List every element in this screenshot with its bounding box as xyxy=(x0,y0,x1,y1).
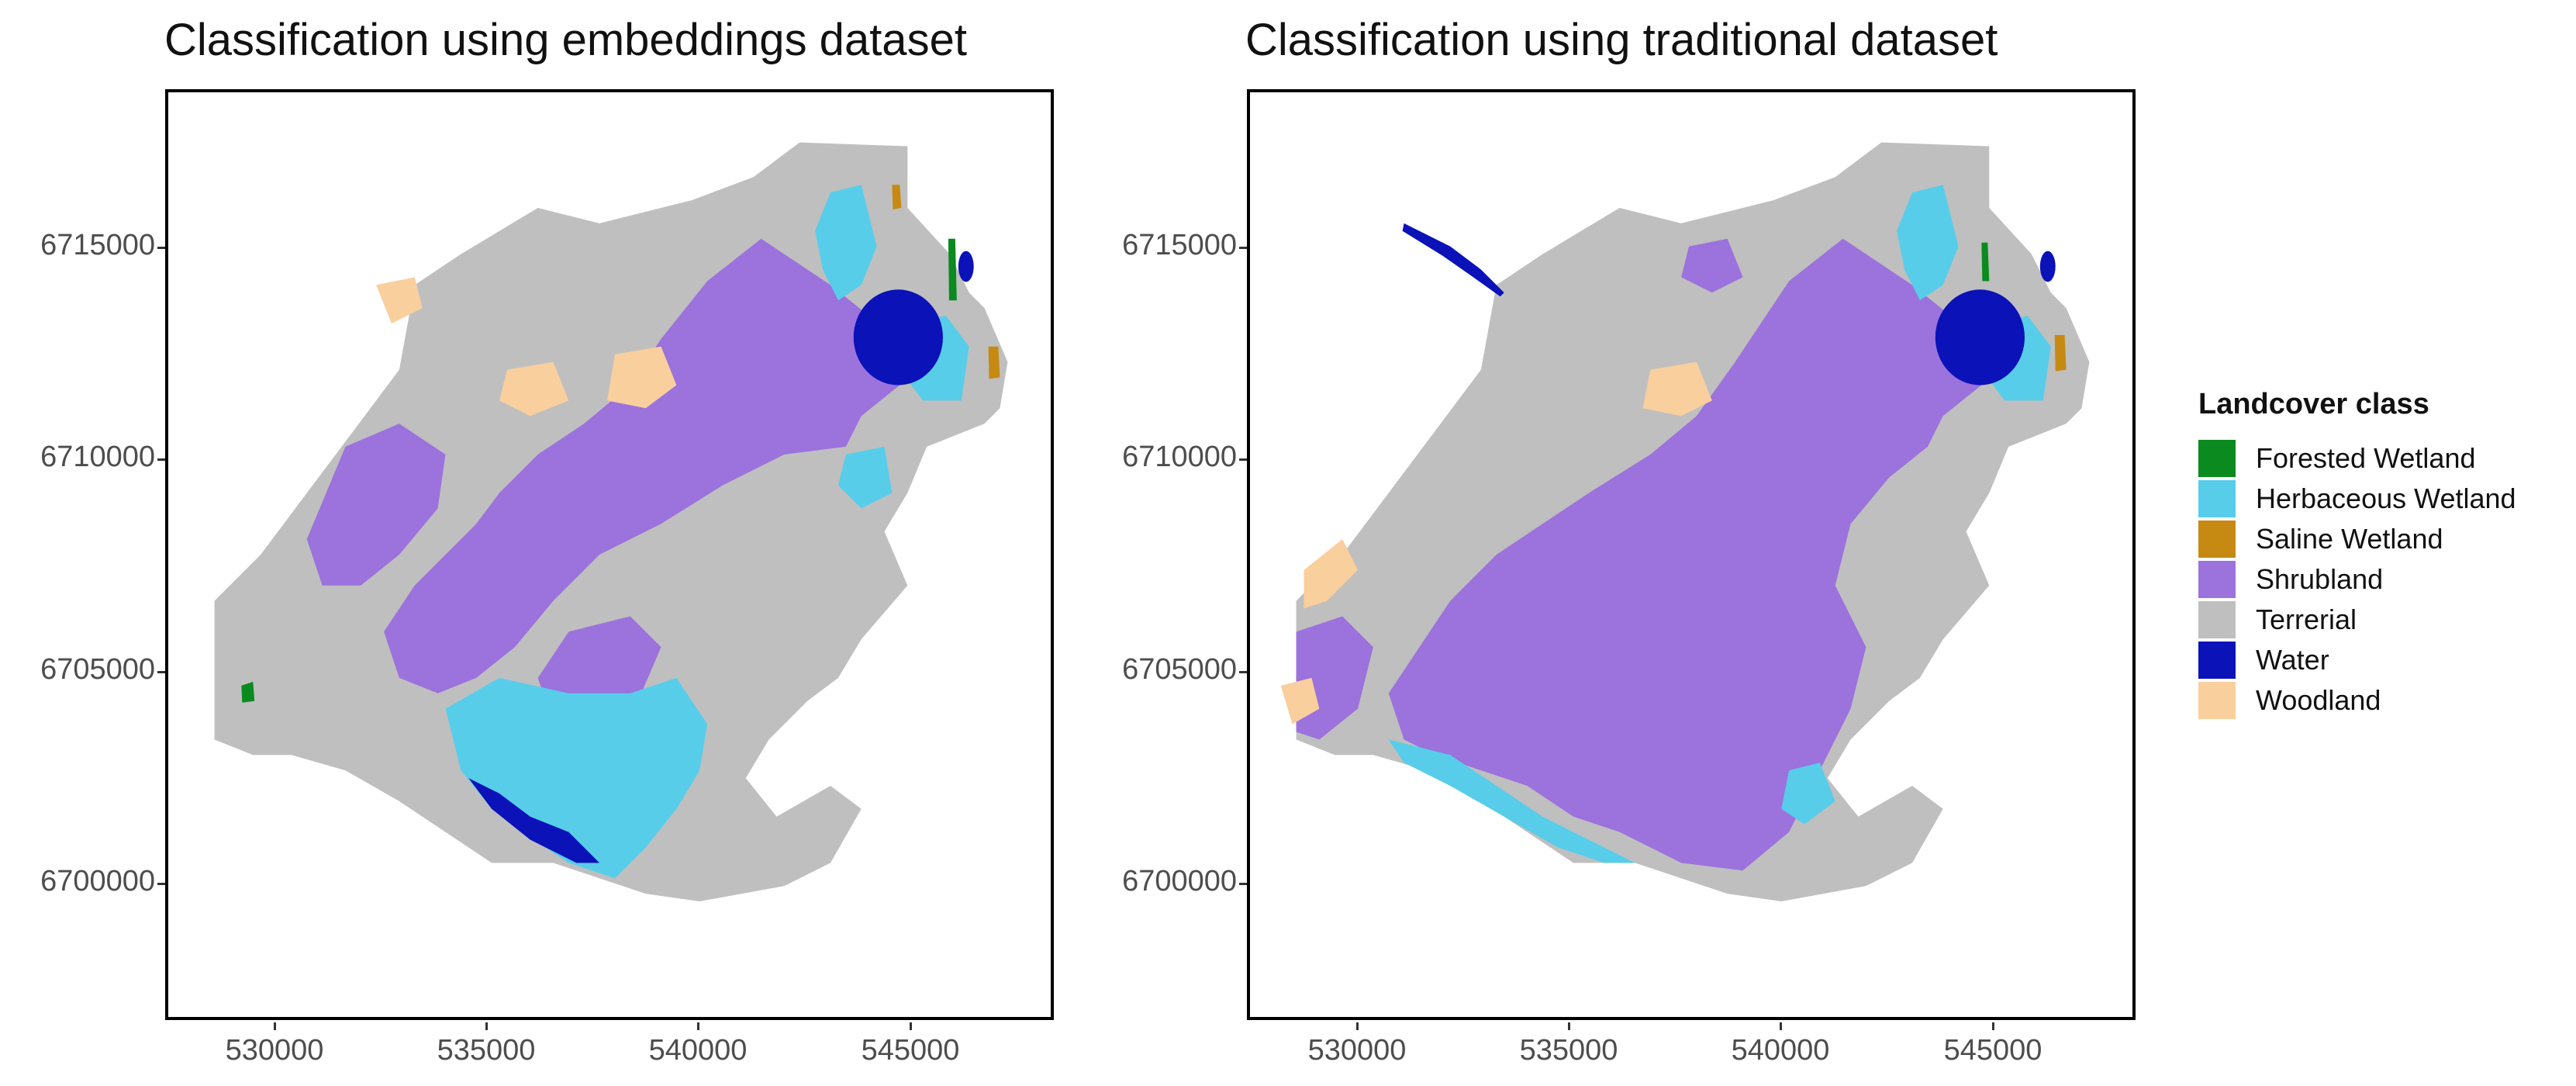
y-tick-mark xyxy=(1239,671,1247,673)
legend-item-saline-wetland: Saline Wetland xyxy=(2198,519,2516,559)
water-body xyxy=(853,289,943,386)
legend-swatch xyxy=(2198,561,2236,598)
water-pond xyxy=(958,251,974,282)
forested-wetland-patch xyxy=(241,681,255,703)
y-tick-label: 6710000 xyxy=(40,441,155,473)
herbaceous-wetland-patch xyxy=(837,446,893,509)
x-tick-label: 540000 xyxy=(648,1034,748,1067)
y-tick-label: 6705000 xyxy=(1122,653,1237,686)
y-tick-mark xyxy=(157,458,165,461)
x-tick-label: 530000 xyxy=(225,1034,324,1067)
legend-item-woodland: Woodland xyxy=(2198,680,2516,721)
saline-wetland-patch xyxy=(988,346,1000,379)
left-classification-map xyxy=(214,142,1008,902)
legend-label: Herbaceous Wetland xyxy=(2256,482,2516,514)
shrubland-patch xyxy=(306,424,446,586)
legend-swatch xyxy=(2198,480,2236,517)
legend-label: Water xyxy=(2256,644,2329,676)
right-map-title: Classification using traditional dataset xyxy=(1245,15,1998,65)
shrubland-patch xyxy=(1681,238,1743,293)
herbaceous-wetland-region xyxy=(1897,185,1959,301)
woodland-patch xyxy=(1280,677,1320,725)
woodland-patch xyxy=(376,277,423,323)
water-body xyxy=(1935,289,2025,386)
y-tick-label: 6710000 xyxy=(1122,441,1237,473)
woodland-patch xyxy=(607,346,677,409)
woodland-patch xyxy=(499,361,569,417)
legend-label: Shrubland xyxy=(2256,563,2384,595)
woodland-patch xyxy=(1642,361,1712,417)
legend-label: Forested Wetland xyxy=(2256,442,2476,474)
left-map-panel xyxy=(165,89,1054,1020)
y-tick-label: 6715000 xyxy=(1122,229,1237,261)
forested-wetland-strip xyxy=(948,238,957,301)
x-tick-mark xyxy=(1992,1022,1994,1030)
saline-wetland-patch xyxy=(892,185,902,209)
legend-label: Terrerial xyxy=(2256,604,2357,635)
water-channel xyxy=(1402,223,1504,297)
y-tick-label: 6700000 xyxy=(40,865,155,898)
right-classification-map xyxy=(1280,142,2090,902)
y-tick-label: 6700000 xyxy=(1122,865,1237,898)
y-tick-label: 6705000 xyxy=(40,653,155,686)
y-tick-mark xyxy=(157,671,165,673)
x-tick-label: 540000 xyxy=(1731,1034,1830,1067)
herbaceous-wetland-patch xyxy=(1781,763,1835,825)
legend-item-shrubland: Shrubland xyxy=(2198,559,2516,600)
left-map-title: Classification using embeddings dataset xyxy=(164,15,967,65)
legend-label: Saline Wetland xyxy=(2256,523,2443,555)
legend-item-herbaceous-wetland: Herbaceous Wetland xyxy=(2198,479,2516,519)
x-tick-label: 535000 xyxy=(437,1034,536,1067)
legend-label: Woodland xyxy=(2256,684,2381,716)
legend-swatch xyxy=(2198,521,2236,558)
legend-title: Landcover class xyxy=(2198,388,2429,420)
shrubland-region xyxy=(1388,238,1990,871)
x-tick-label: 545000 xyxy=(1943,1034,2042,1067)
x-tick-mark xyxy=(274,1022,276,1030)
x-tick-mark xyxy=(485,1022,488,1030)
herbaceous-wetland-region xyxy=(445,677,708,879)
herbaceous-wetland-strip xyxy=(1388,739,1635,863)
legend-swatch xyxy=(2198,601,2236,638)
water-channel xyxy=(468,778,600,863)
y-tick-mark xyxy=(1239,458,1247,461)
x-tick-mark xyxy=(910,1022,912,1030)
legend-swatch xyxy=(2198,682,2236,719)
x-tick-label: 545000 xyxy=(861,1034,960,1067)
saline-wetland-patch xyxy=(2054,334,2067,372)
y-tick-mark xyxy=(1239,247,1247,249)
x-tick-mark xyxy=(1568,1022,1570,1030)
y-tick-mark xyxy=(157,883,165,885)
x-tick-mark xyxy=(1780,1022,1782,1030)
y-tick-mark xyxy=(157,247,165,249)
forested-wetland-strip xyxy=(1981,242,1990,282)
right-map-panel xyxy=(1247,89,2136,1020)
legend: Landcover class Forested Wetland Herbace… xyxy=(2198,388,2516,721)
herbaceous-wetland-region xyxy=(815,185,877,301)
legend-swatch xyxy=(2198,642,2236,679)
x-tick-mark xyxy=(697,1022,699,1030)
legend-item-forested-wetland: Forested Wetland xyxy=(2198,438,2516,479)
x-tick-label: 535000 xyxy=(1519,1034,1618,1067)
legend-item-water: Water xyxy=(2198,640,2516,680)
y-tick-label: 6715000 xyxy=(40,229,155,261)
woodland-patch xyxy=(1304,539,1359,609)
legend-swatch xyxy=(2198,440,2236,477)
y-tick-mark xyxy=(1239,883,1247,885)
legend-item-terrerial: Terrerial xyxy=(2198,600,2516,640)
x-tick-mark xyxy=(1356,1022,1359,1030)
shrubland-region xyxy=(384,238,908,693)
water-pond xyxy=(2039,251,2056,282)
x-tick-label: 530000 xyxy=(1307,1034,1407,1067)
